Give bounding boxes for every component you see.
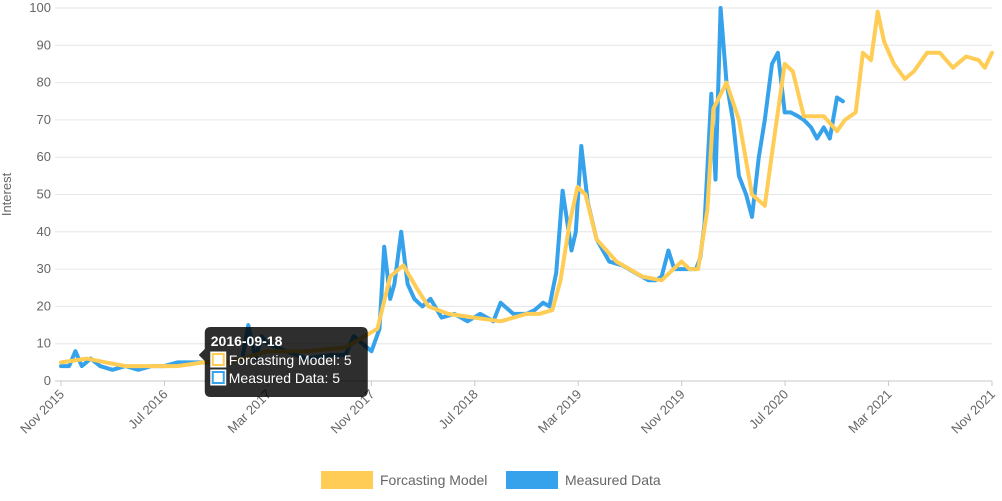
legend-swatch	[321, 471, 373, 489]
tooltip-line: Forcasting Model: 5	[229, 352, 352, 368]
x-tick-label: Jul 2016	[125, 387, 170, 432]
tooltip-swatch-outer	[210, 369, 227, 386]
legend-item-measured[interactable]: Measured Data	[506, 471, 661, 489]
tooltip-swatch	[211, 353, 225, 366]
y-tick-label: 80	[37, 75, 51, 90]
y-tick-label: 0	[44, 373, 51, 388]
legend-item-forecast[interactable]: Forcasting Model	[321, 471, 487, 489]
tooltip-swatch-outer	[210, 351, 227, 368]
legend-label: Forcasting Model	[380, 472, 487, 488]
y-tick-label: 40	[37, 224, 51, 239]
y-tick-label: 60	[37, 149, 51, 164]
y-axis-title: Interest	[0, 172, 14, 216]
tooltip-swatch	[211, 371, 225, 384]
x-tick-label: Nov 2015	[17, 387, 67, 437]
x-tick-label: Nov 2021	[948, 387, 998, 437]
x-tick-label: Mar 2021	[845, 387, 894, 436]
legend-label: Measured Data	[565, 472, 661, 488]
y-tick-label: 30	[37, 261, 51, 276]
y-tick-label: 90	[37, 37, 51, 52]
tooltip: 2016-09-18 Forcasting Model: 5 Measured Da…	[198, 327, 368, 397]
y-tick-label: 50	[37, 187, 51, 202]
tooltip-line: Measured Data: 5	[229, 370, 340, 386]
x-tick-label: Jul 2020	[746, 387, 791, 432]
x-tick-label: Jul 2018	[436, 387, 481, 432]
x-tick-label: Nov 2019	[638, 387, 688, 437]
tooltip-box	[198, 327, 368, 397]
legend: Forcasting Model Measured Data	[321, 471, 661, 489]
y-tick-label: 20	[37, 298, 51, 313]
x-tick-label: Mar 2019	[535, 387, 584, 436]
forecast-series-line	[59, 9, 994, 369]
y-tick-label: 70	[37, 112, 51, 127]
legend-swatch	[506, 471, 558, 489]
y-tick-label: 10	[37, 336, 51, 351]
tooltip-title: 2016-09-18	[211, 333, 283, 349]
y-tick-label: 100	[29, 0, 51, 15]
